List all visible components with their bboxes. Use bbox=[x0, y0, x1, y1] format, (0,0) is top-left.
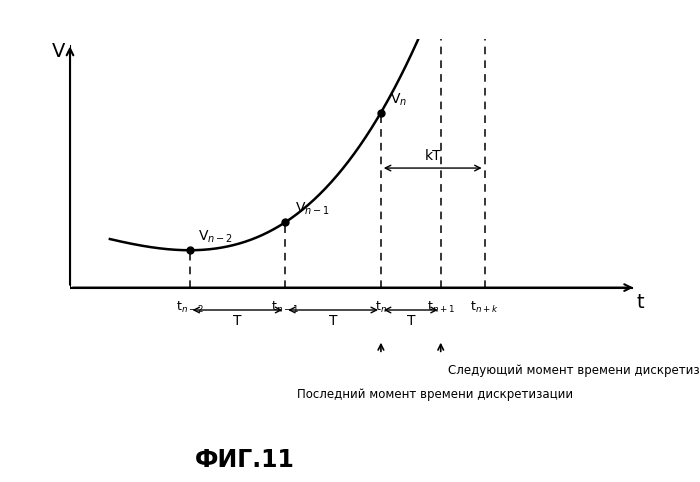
Text: T: T bbox=[329, 314, 337, 328]
Text: V$_n$: V$_n$ bbox=[391, 91, 407, 107]
Text: t$_{n-2}$: t$_{n-2}$ bbox=[176, 300, 204, 315]
Text: t$_{n+k}$: t$_{n+k}$ bbox=[470, 300, 499, 315]
Text: t$_{n+1}$: t$_{n+1}$ bbox=[427, 300, 455, 315]
Text: kT: kT bbox=[424, 149, 441, 163]
Text: Последний момент времени дискретизации: Последний момент времени дискретизации bbox=[297, 388, 573, 401]
Text: T: T bbox=[233, 314, 242, 328]
Text: V$_{n-1}$: V$_{n-1}$ bbox=[295, 201, 330, 217]
Text: ФИГ.11: ФИГ.11 bbox=[195, 448, 295, 472]
Text: t$_{n-1}$: t$_{n-1}$ bbox=[271, 300, 300, 315]
Text: T: T bbox=[407, 314, 415, 328]
Text: V: V bbox=[51, 41, 64, 61]
Text: V$_{n-2}$: V$_{n-2}$ bbox=[197, 229, 232, 245]
Text: Следующий момент времени дискретизации: Следующий момент времени дискретизации bbox=[448, 364, 700, 377]
Text: t$_n$: t$_n$ bbox=[375, 300, 387, 315]
Text: t: t bbox=[636, 293, 644, 312]
